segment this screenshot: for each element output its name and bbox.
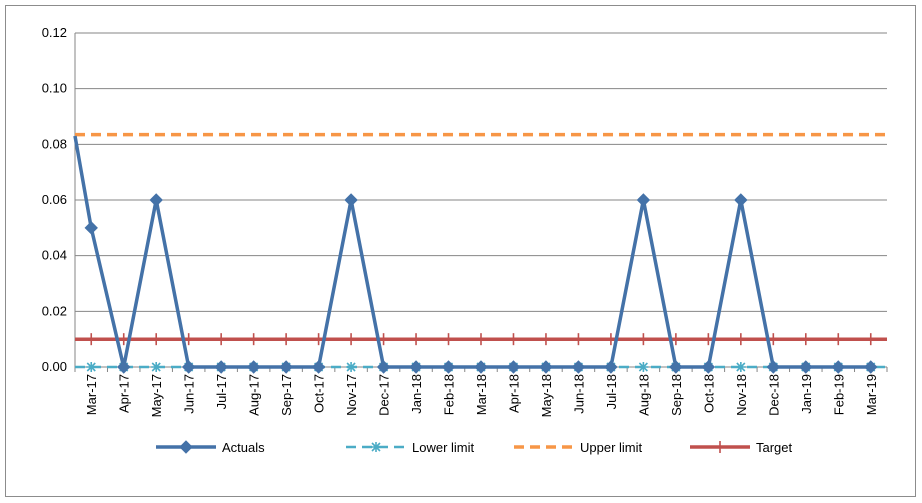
legend-label: Upper limit [580, 440, 643, 455]
y-tick-label: 0.12 [42, 25, 67, 40]
x-tick-label: Nov-18 [734, 374, 749, 416]
x-tick-label: Jul-17 [214, 374, 229, 409]
data-point [539, 360, 553, 374]
y-tick-label: 0.02 [42, 303, 67, 318]
series-actuals [73, 135, 878, 374]
data-point [735, 362, 746, 372]
data-point [181, 360, 196, 374]
x-tick-label: Aug-18 [636, 374, 651, 416]
legend-label: Lower limit [412, 440, 475, 455]
data-point [246, 360, 261, 374]
data-point [474, 360, 488, 374]
y-tick-label: 0.06 [42, 192, 67, 207]
data-point [117, 360, 131, 374]
y-tick-label: 0.08 [42, 136, 67, 151]
data-point [441, 360, 456, 374]
data-point [799, 360, 813, 374]
x-tick-label: Aug-17 [247, 374, 262, 416]
x-axis: Mar-17 Apr-17 May-17 Jun-17 Jul-17 Aug-17 Sep-… [74, 366, 888, 417]
data-point [638, 362, 649, 372]
x-tick-label: May-18 [539, 374, 554, 417]
data-point [86, 362, 97, 372]
data-point [84, 221, 98, 235]
x-tick-label: Apr-17 [117, 374, 132, 413]
data-point [604, 360, 618, 374]
x-tick-label: Sep-18 [669, 374, 684, 416]
y-tick-label: 0.10 [42, 81, 67, 96]
x-tick-label: Apr-18 [506, 374, 521, 413]
data-point [409, 360, 423, 374]
legend: Actuals Lower limit Upper limit Target [156, 440, 793, 455]
y-tick-label: 0.04 [42, 248, 67, 263]
legend-item-target: Target [690, 440, 793, 455]
x-tick-label: Mar-19 [864, 374, 879, 415]
x-tick-label: Jul-18 [604, 374, 619, 409]
data-point [151, 362, 162, 372]
x-tick-label: Mar-18 [474, 374, 489, 415]
x-tick-label: Feb-19 [831, 374, 846, 415]
series-line [73, 135, 871, 369]
data-point [149, 193, 163, 207]
x-tick-label: Dec-17 [377, 374, 392, 416]
x-tick-label: Dec-18 [766, 374, 781, 416]
legend-label: Actuals [222, 440, 265, 455]
data-point [701, 360, 716, 374]
x-tick-label: Feb-18 [442, 374, 457, 415]
legend-label: Target [756, 440, 793, 455]
x-tick-label: Jun-18 [571, 374, 586, 414]
x-tick-label: Oct-17 [312, 374, 327, 413]
data-point [346, 362, 357, 372]
data-point [344, 193, 358, 207]
data-point [766, 360, 781, 374]
data-point [214, 360, 228, 374]
x-tick-label: Jun-17 [182, 374, 197, 414]
data-point [279, 360, 293, 374]
chart-frame: 0.00 0.02 0.04 0.06 0.08 0.10 0.12 Mar-17 Apr-1… [5, 5, 916, 497]
legend-item-actuals: Actuals [156, 440, 265, 455]
line-chart: 0.00 0.02 0.04 0.06 0.08 0.10 0.12 Mar-17 Apr-1… [42, 25, 888, 455]
data-point [636, 193, 651, 207]
gridlines [75, 32, 887, 312]
series-target [75, 333, 887, 346]
x-tick-label: May-17 [149, 374, 164, 417]
x-tick-label: Mar-17 [84, 374, 99, 415]
x-tick-label: Jan-18 [409, 374, 424, 414]
x-tick-label: Sep-17 [279, 374, 294, 416]
data-point [179, 440, 193, 454]
data-point [734, 193, 748, 207]
data-point [864, 360, 878, 374]
y-axis: 0.00 0.02 0.04 0.06 0.08 0.10 0.12 [42, 25, 76, 374]
x-tick-label: Nov-17 [344, 374, 359, 416]
legend-item-lower-limit: Lower limit [346, 440, 475, 455]
data-point [371, 442, 381, 452]
series-layer [73, 132, 887, 374]
x-tick-label: Oct-18 [701, 374, 716, 413]
data-point [376, 360, 391, 374]
x-tick-label: Jan-19 [799, 374, 814, 414]
data-point [506, 360, 521, 374]
y-tick-label: 0.00 [42, 359, 67, 374]
data-point [311, 360, 326, 374]
legend-item-upper-limit: Upper limit [514, 440, 643, 455]
data-point [831, 360, 845, 374]
data-point [669, 360, 683, 374]
data-point [571, 360, 586, 374]
